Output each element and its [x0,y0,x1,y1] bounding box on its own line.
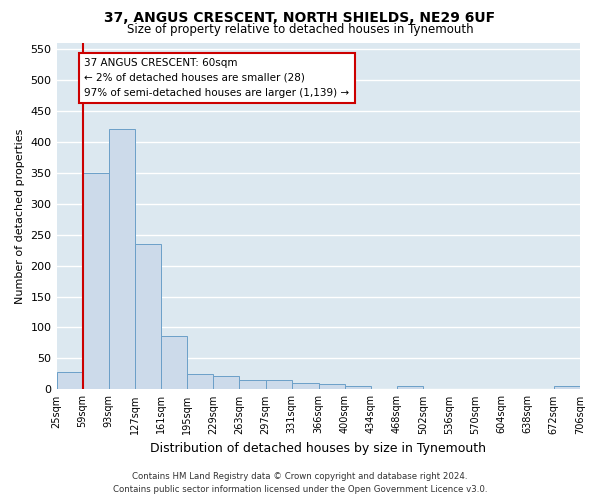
Y-axis label: Number of detached properties: Number of detached properties [15,128,25,304]
Bar [161,336,187,390]
Bar [83,172,109,390]
Bar [187,374,214,390]
Bar [319,384,345,390]
Bar [397,386,423,390]
Text: Size of property relative to detached houses in Tynemouth: Size of property relative to detached ho… [127,22,473,36]
Text: Contains HM Land Registry data © Crown copyright and database right 2024.
Contai: Contains HM Land Registry data © Crown c… [113,472,487,494]
Text: 37, ANGUS CRESCENT, NORTH SHIELDS, NE29 6UF: 37, ANGUS CRESCENT, NORTH SHIELDS, NE29 … [104,11,496,25]
Text: 37 ANGUS CRESCENT: 60sqm
← 2% of detached houses are smaller (28)
97% of semi-de: 37 ANGUS CRESCENT: 60sqm ← 2% of detache… [84,58,349,98]
X-axis label: Distribution of detached houses by size in Tynemouth: Distribution of detached houses by size … [150,442,486,455]
Bar [214,376,239,390]
Bar [109,129,135,390]
Bar [239,380,266,390]
Bar [345,386,371,390]
Bar [266,380,292,390]
Bar [554,386,580,390]
Bar [135,244,161,390]
Bar [292,383,319,390]
Bar [56,372,83,390]
